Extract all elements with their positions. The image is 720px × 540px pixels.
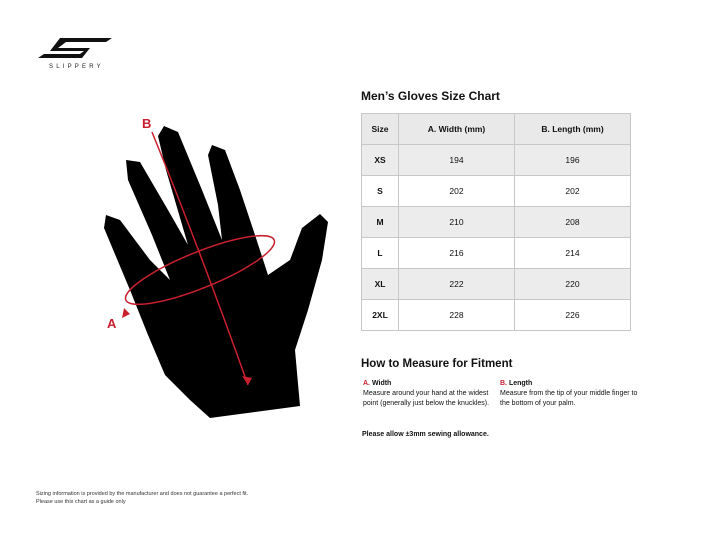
- label-a: A: [107, 316, 117, 331]
- table-row: XL 222 220: [361, 268, 631, 300]
- brand-name: SLIPPERY: [49, 64, 104, 70]
- size-cell: 2XL: [361, 299, 399, 331]
- header-length: B. Length (mm): [514, 113, 631, 145]
- table-row: M 210 208: [361, 206, 631, 238]
- header-width: A. Width (mm): [398, 113, 515, 145]
- size-cell: XS: [361, 144, 399, 176]
- hand-silhouette: [104, 126, 328, 418]
- size-cell: S: [361, 175, 399, 207]
- size-cell: L: [361, 237, 399, 269]
- disclaimer-line-1: Sizing information is provided by the ma…: [36, 491, 249, 497]
- measure-title: How to Measure for Fitment: [361, 358, 513, 370]
- length-cell: 196: [514, 144, 631, 176]
- width-text: Measure around your hand at the widest p…: [363, 390, 490, 407]
- length-label: Length: [508, 380, 533, 387]
- table-header: Size A. Width (mm) B. Length (mm): [361, 113, 631, 145]
- length-cell: 226: [514, 299, 631, 331]
- disclaimer-line-2: Please use this chart as a guide only: [36, 498, 126, 505]
- measurement-lines: [124, 131, 276, 386]
- size-cell: M: [361, 206, 399, 238]
- width-label: Width: [371, 380, 392, 387]
- table-row: L 216 214: [361, 237, 631, 269]
- width-key: A.: [363, 380, 370, 387]
- width-cell: 210: [398, 206, 515, 238]
- hand-diagram: B A: [104, 116, 328, 418]
- length-text: Measure from the tip of your middle fing…: [500, 390, 638, 407]
- length-cell: 214: [514, 237, 631, 269]
- width-cell: 216: [398, 237, 515, 269]
- allowance-note: Please allow ±3mm sewing allowance.: [362, 431, 489, 438]
- length-cell: 220: [514, 268, 631, 300]
- width-cell: 228: [398, 299, 515, 331]
- table-row: 2XL 228 226: [361, 299, 631, 331]
- width-cell: 194: [398, 144, 515, 176]
- table-row: S 202 202: [361, 175, 631, 207]
- length-cell: 202: [514, 175, 631, 207]
- length-key: B.: [500, 380, 507, 387]
- width-cell: 222: [398, 268, 515, 300]
- chart-title: Men’s Gloves Size Chart: [361, 89, 500, 103]
- length-instructions: B. Length Measure from the tip of your m…: [500, 379, 640, 409]
- disclaimer: Sizing information is provided by the ma…: [36, 491, 248, 506]
- width-cell: 202: [398, 175, 515, 207]
- header-size: Size: [361, 113, 399, 145]
- width-instructions: A. Width Measure around your hand at the…: [363, 379, 503, 409]
- size-table: Size A. Width (mm) B. Length (mm) XS 194 1…: [361, 113, 631, 331]
- label-b: B: [142, 116, 151, 131]
- table-row: XS 194 196: [361, 144, 631, 176]
- length-cell: 208: [514, 206, 631, 238]
- size-cell: XL: [361, 268, 399, 300]
- slippery-logo: [38, 38, 112, 58]
